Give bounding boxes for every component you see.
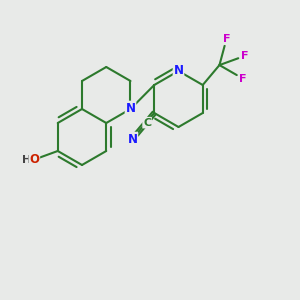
Text: H: H <box>22 155 31 165</box>
Text: N: N <box>173 64 184 76</box>
Text: F: F <box>241 51 249 61</box>
Text: N: N <box>125 101 136 115</box>
Text: N: N <box>128 133 137 146</box>
Text: O: O <box>29 153 39 167</box>
Text: F: F <box>239 74 247 84</box>
Text: C: C <box>143 118 151 128</box>
Text: F: F <box>223 34 230 44</box>
